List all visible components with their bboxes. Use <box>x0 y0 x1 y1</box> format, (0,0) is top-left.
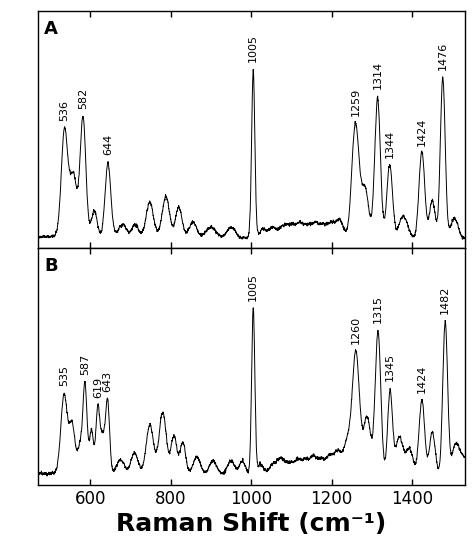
Text: 643: 643 <box>102 370 112 392</box>
Text: B: B <box>45 257 58 276</box>
Text: 1315: 1315 <box>373 295 383 323</box>
Text: 582: 582 <box>78 88 88 109</box>
Text: 1005: 1005 <box>248 273 258 301</box>
Text: A: A <box>45 20 58 39</box>
Text: 1476: 1476 <box>438 41 448 70</box>
Text: 1314: 1314 <box>373 61 383 89</box>
Text: 1260: 1260 <box>351 316 361 344</box>
Text: 1482: 1482 <box>440 286 450 314</box>
X-axis label: Raman Shift (cm⁻¹): Raman Shift (cm⁻¹) <box>116 512 386 536</box>
Text: 1344: 1344 <box>385 129 395 158</box>
Text: 535: 535 <box>59 365 69 386</box>
Text: 619: 619 <box>93 377 103 398</box>
Text: 644: 644 <box>103 133 113 155</box>
Text: 1424: 1424 <box>417 117 427 145</box>
Text: 536: 536 <box>59 100 70 121</box>
Text: 1259: 1259 <box>350 88 360 116</box>
Text: 1424: 1424 <box>417 365 427 393</box>
Text: 1005: 1005 <box>248 34 258 62</box>
Text: 587: 587 <box>80 353 90 375</box>
Text: 1345: 1345 <box>385 353 395 381</box>
